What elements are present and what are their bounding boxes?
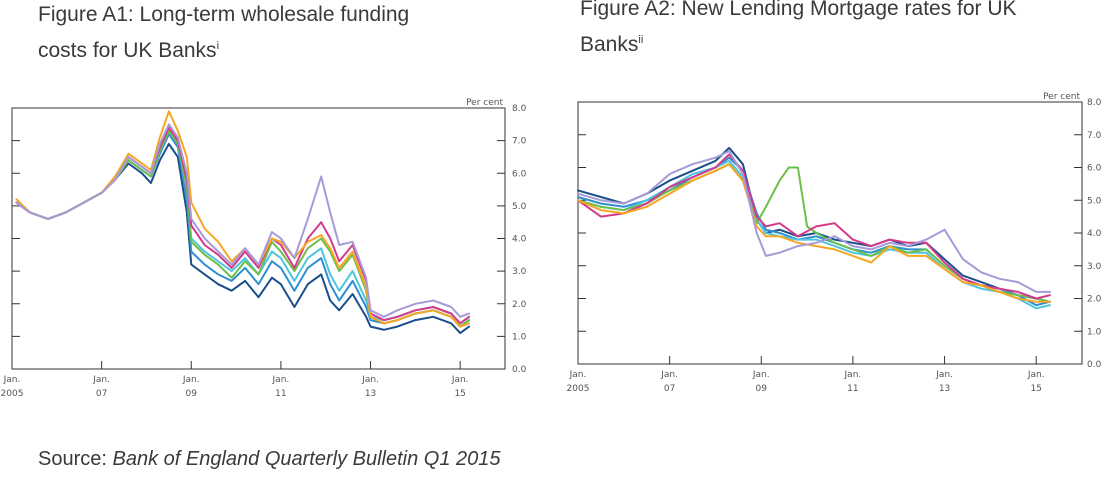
a1-x-tick-label-month: Jan. xyxy=(361,375,379,385)
a2-series-line-5 xyxy=(577,153,1051,300)
funding-costs-chart: Per cent 0.0 1.0 2.0 3.0 4.0 5.0 6.0 7.0 8.0 Jan. 2… xyxy=(1,98,527,399)
a2-series-line-1 xyxy=(577,146,1051,303)
a2-series-line-7 xyxy=(577,150,1051,293)
a2-y-tick-label: 6.0 xyxy=(1087,164,1102,174)
source-prefix: Source: xyxy=(38,448,113,470)
a1-y-tick-label: 8.0 xyxy=(512,104,527,114)
figure-a1-title: Figure A1: Long-term wholesale funding c… xyxy=(38,0,458,69)
a1-series-line-2 xyxy=(15,133,471,328)
a2-plot-frame xyxy=(577,101,1083,365)
a2-x-tick-label-month: Jan. xyxy=(660,370,678,380)
a1-series-line-1 xyxy=(15,142,471,335)
a2-y-tick-label: 5.0 xyxy=(1087,196,1102,206)
a2-x-tick-label-month: Jan. xyxy=(935,370,953,380)
a2-series-line-6 xyxy=(577,163,1051,303)
a1-x-tick-label-year: 15 xyxy=(454,389,465,399)
a1-x-tick-label-year: 09 xyxy=(186,389,198,399)
a1-y-tick-label: 5.0 xyxy=(512,202,527,212)
figure-a1-title-text: Figure A1: Long-term wholesale funding c… xyxy=(38,3,410,62)
source-citation: Source: Bank of England Quarterly Bullet… xyxy=(38,448,501,471)
a1-y-tick-label: 6.0 xyxy=(512,169,527,179)
a2-series-line-3 xyxy=(577,159,1051,310)
a1-series-line-6 xyxy=(15,110,471,328)
a2-x-tick-label-year: 13 xyxy=(939,384,950,394)
a2-x-tick-label-month: Jan. xyxy=(569,370,587,380)
a1-y-tick-label: 3.0 xyxy=(512,267,527,277)
a1-x-tick-label-year: 2005 xyxy=(1,389,24,399)
a2-x-tick-label-month: Jan. xyxy=(844,370,862,380)
a1-x-tick-label-month: Jan. xyxy=(272,375,290,385)
a2-x-tick-label-year: 09 xyxy=(756,384,768,394)
mortgage-rates-chart: Per cent 0.0 1.0 2.0 3.0 4.0 5.0 6.0 7.0 8.0 Jan. 2… xyxy=(567,92,1102,394)
a1-series-line-7 xyxy=(15,123,471,318)
a2-y-tick-label: 0.0 xyxy=(1087,360,1102,370)
a1-unit-label: Per cent xyxy=(466,98,503,108)
a1-x-tick-label-year: 11 xyxy=(275,389,286,399)
a2-y-tick-label: 4.0 xyxy=(1087,229,1102,239)
a2-unit-label: Per cent xyxy=(1043,92,1080,102)
a2-x-tick-label-year: 15 xyxy=(1030,384,1041,394)
a1-series-line-3 xyxy=(15,129,471,325)
a1-y-tick-label: 0.0 xyxy=(512,365,527,375)
a1-series-line-5 xyxy=(15,126,471,325)
figure-a2-title-text: Figure A2: New Lending Mortgage rates fo… xyxy=(580,0,1017,56)
a2-y-tick-label: 7.0 xyxy=(1087,131,1102,141)
a1-x-tick-label-month: Jan. xyxy=(451,375,469,385)
a1-x-tick-label-year: 13 xyxy=(365,389,376,399)
a1-series-line-4 xyxy=(15,129,471,328)
a2-x-tick-label-month: Jan. xyxy=(752,370,770,380)
a2-x-tick-label-year: 11 xyxy=(847,384,858,394)
figure-a2-title: Figure A2: New Lending Mortgage rates fo… xyxy=(580,0,1040,63)
a2-x-tick-label-year: 07 xyxy=(664,384,675,394)
source-publication: Bank of England Quarterly Bulletin Q1 20… xyxy=(112,448,501,470)
a1-y-tick-label: 1.0 xyxy=(512,332,527,342)
a1-x-tick-label-month: Jan. xyxy=(182,375,200,385)
figure-a1-footnote-marker: i xyxy=(216,40,220,52)
a2-x-tick-label-year: 2005 xyxy=(567,384,590,394)
a2-x-tick-label-month: Jan. xyxy=(1027,370,1045,380)
figure-a2-footnote-marker: ii xyxy=(638,34,644,46)
a1-y-tick-label: 7.0 xyxy=(512,137,527,147)
a2-y-tick-label: 8.0 xyxy=(1087,98,1102,108)
a1-y-tick-label: 4.0 xyxy=(512,235,527,245)
a2-y-tick-label: 2.0 xyxy=(1087,295,1102,305)
a2-y-tick-label: 3.0 xyxy=(1087,262,1102,272)
a1-x-tick-label-month: Jan. xyxy=(3,375,21,385)
a1-x-tick-label-month: Jan. xyxy=(92,375,110,385)
a1-x-tick-label-year: 07 xyxy=(96,389,107,399)
a1-plot-frame xyxy=(11,107,506,370)
a1-y-tick-label: 2.0 xyxy=(512,300,527,310)
a2-y-tick-label: 1.0 xyxy=(1087,327,1102,337)
